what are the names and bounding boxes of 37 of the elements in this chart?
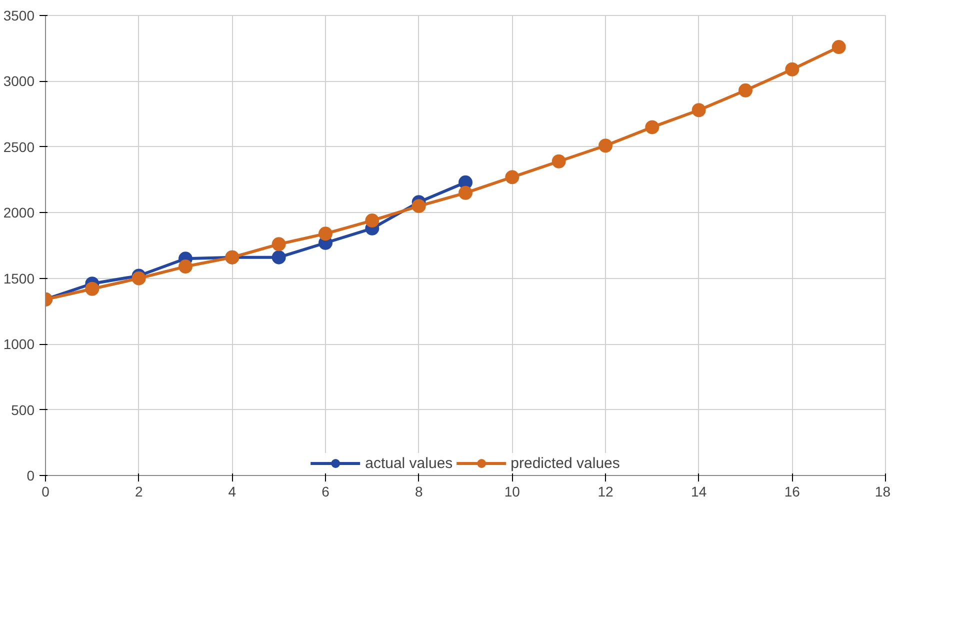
y-tick-label: 3000 <box>3 73 35 90</box>
x-tick-label: 6 <box>322 484 330 500</box>
point <box>272 237 286 252</box>
x-tick-label: 0 <box>42 484 50 500</box>
y-tick-label: 500 <box>11 402 35 418</box>
point <box>598 138 612 153</box>
point <box>272 250 286 264</box>
point <box>365 214 380 228</box>
x-tick-label: 8 <box>414 484 423 500</box>
y-tick-label: 2000 <box>3 204 35 221</box>
point <box>318 226 332 241</box>
point <box>178 260 192 274</box>
y-tick-label: 3500 <box>3 8 35 24</box>
legend-label: actual values <box>365 454 453 472</box>
point <box>645 120 660 134</box>
point <box>458 186 472 200</box>
x-tick-label: 16 <box>784 484 800 500</box>
x-tick-label: 14 <box>691 484 707 500</box>
point <box>552 154 566 168</box>
x-tick-label: 10 <box>504 484 520 500</box>
point <box>85 282 100 296</box>
point <box>412 199 426 214</box>
point <box>832 40 846 54</box>
legend-label: predicted values <box>510 454 620 472</box>
point <box>785 62 800 76</box>
y-tick-label: 1000 <box>3 336 35 352</box>
x-tick-label: 12 <box>598 484 614 500</box>
y-tick-label: 1500 <box>3 270 35 286</box>
x-tick-label: 2 <box>134 484 143 500</box>
point <box>505 170 520 184</box>
y-tick-label: 2500 <box>3 138 35 155</box>
y-tick-label: 0 <box>26 468 35 484</box>
x-tick-label: 18 <box>874 484 891 500</box>
point <box>738 83 752 98</box>
point <box>132 271 146 286</box>
point <box>692 103 706 118</box>
x-tick-label: 4 <box>228 484 236 500</box>
